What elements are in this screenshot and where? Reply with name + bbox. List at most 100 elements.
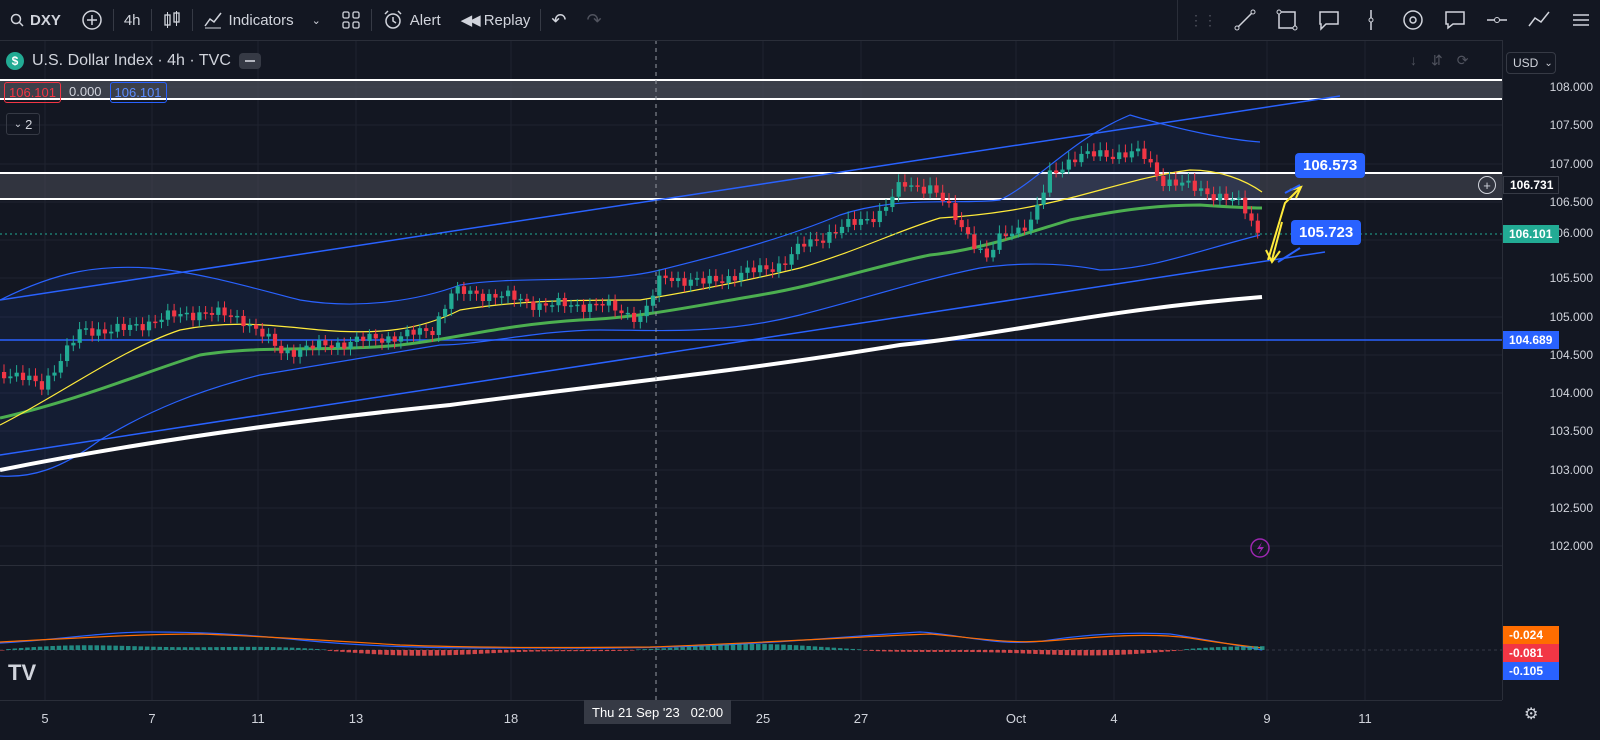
bollinger-upper: [0, 114, 1261, 305]
resistance-zone-top[interactable]: [0, 80, 1502, 99]
drag-handle-icon[interactable]: ⋮⋮: [1189, 11, 1217, 28]
candle-body: [1243, 197, 1248, 214]
collapse-legend-button[interactable]: [238, 53, 261, 69]
plus-circle-icon: [82, 10, 102, 30]
macd-bar: [850, 648, 855, 650]
candle-body: [20, 372, 26, 381]
macd-bar: [724, 644, 729, 650]
macd-bar: [642, 649, 648, 650]
candle-body: [52, 372, 57, 376]
symbol-search[interactable]: DXY: [0, 0, 71, 40]
macd-bar: [541, 650, 547, 652]
target-callout-upper[interactable]: 106.573: [1295, 153, 1366, 178]
candle-body: [619, 310, 624, 314]
channel-lower-line[interactable]: [0, 251, 1326, 456]
candle-body: [134, 324, 139, 326]
replay-button[interactable]: ◀◀ Replay: [451, 0, 541, 40]
panel-divider[interactable]: [0, 565, 1502, 566]
interval-button[interactable]: 4h: [114, 0, 151, 40]
candle-body: [953, 203, 958, 221]
macd-bar: [869, 650, 874, 651]
vertical-line-icon[interactable]: [1352, 1, 1390, 39]
candle-body: [537, 303, 542, 310]
channel-upper-line[interactable]: [0, 95, 1341, 301]
settings-gear-icon[interactable]: ⚙: [1524, 706, 1539, 723]
candle-body: [531, 301, 536, 310]
circle-target-icon[interactable]: [1394, 1, 1432, 39]
macd-bar: [882, 650, 887, 652]
rectangle-icon[interactable]: [1268, 1, 1306, 39]
candle-body: [2, 372, 7, 379]
macd-bar: [113, 645, 118, 650]
macd-red-value: -0.081: [1509, 646, 1544, 660]
candle-body: [58, 361, 63, 373]
arrow-down-icon[interactable]: ↓: [1410, 52, 1417, 68]
compare-button[interactable]: [71, 0, 113, 40]
zigzag-icon[interactable]: [1520, 1, 1558, 39]
candle-body: [1192, 180, 1197, 191]
dollar-icon: $: [6, 52, 24, 70]
macd-bar: [730, 644, 736, 650]
macd-bar: [365, 650, 370, 654]
alert-button[interactable]: Alert: [372, 0, 451, 40]
macd-bar: [233, 646, 238, 650]
candle-body: [751, 267, 756, 273]
macd-bar: [396, 650, 402, 656]
currency-selector[interactable]: USD ⌄: [1506, 52, 1556, 74]
chart-type-button[interactable]: [152, 0, 192, 40]
legend-title[interactable]: U.S. Dollar Index · 4h · TVC: [32, 52, 231, 69]
candle-body: [1123, 152, 1128, 158]
candle-body: [209, 312, 215, 315]
candle-body: [1066, 159, 1071, 170]
candle-body: [1199, 188, 1204, 191]
candle-body: [663, 275, 668, 278]
horizontal-line-icon[interactable]: [1478, 1, 1516, 39]
price-tick: 105.000: [1549, 310, 1593, 324]
candle-body: [1016, 227, 1021, 234]
macd-bar: [585, 650, 591, 652]
indicators-collapsed-toggle[interactable]: ⌄ 2: [6, 113, 40, 135]
rewind-icon: ◀◀: [460, 12, 481, 29]
price-chart[interactable]: [0, 0, 1502, 700]
macd-bar: [781, 644, 786, 650]
macd-bar: [711, 645, 717, 650]
target-callout-lower[interactable]: 105.723: [1291, 220, 1362, 245]
candle-body: [443, 308, 448, 317]
redo-button[interactable]: ↷: [577, 0, 612, 40]
time-axis[interactable]: 5 7 11 13 18 25 27 Oct 4 9 11: [0, 700, 1502, 740]
undo-button[interactable]: ↶: [541, 0, 576, 40]
macd-bar: [56, 645, 62, 650]
macd-bar: [661, 648, 666, 650]
candle-body: [1205, 188, 1210, 195]
macd-bar: [913, 650, 918, 652]
macd-histogram: [0, 644, 1265, 656]
price-axis[interactable]: 108.000 107.500 107.000 106.500 106.000 …: [1502, 40, 1600, 700]
time-tick: 11: [251, 711, 265, 726]
candle-body: [512, 290, 517, 300]
macd-bar: [207, 647, 213, 650]
candle-body: [216, 307, 221, 315]
add-level-icon[interactable]: +: [1478, 176, 1496, 194]
layouts-button[interactable]: [331, 0, 371, 40]
indicators-button[interactable]: Indicators ⌄: [193, 0, 331, 40]
menu-icon[interactable]: [1562, 1, 1600, 39]
macd-bar: [252, 646, 257, 650]
comment-icon[interactable]: [1436, 1, 1474, 39]
candle-body: [606, 300, 611, 306]
lightning-icon[interactable]: [1250, 538, 1270, 558]
macd-bar: [989, 650, 994, 653]
trend-line-icon[interactable]: [1226, 1, 1264, 39]
refresh-icon[interactable]: ⟳: [1456, 52, 1469, 68]
macd-bar: [201, 647, 207, 650]
candle-body: [128, 324, 133, 330]
callout-icon[interactable]: [1310, 1, 1348, 39]
candle-body: [638, 316, 643, 322]
chevron-down-icon[interactable]: ⌄: [311, 14, 321, 27]
replay-label: Replay: [483, 11, 531, 29]
candle-body: [865, 218, 870, 221]
macd-bar: [667, 647, 673, 650]
candle-body: [821, 240, 826, 243]
candle-body: [235, 315, 240, 318]
candle-body: [732, 276, 737, 281]
scale-icon[interactable]: ⇵: [1431, 52, 1443, 68]
